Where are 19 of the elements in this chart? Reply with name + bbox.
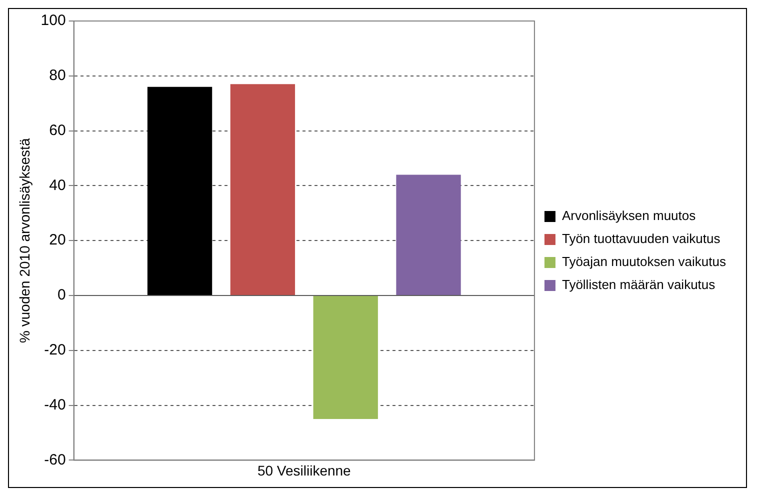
bar [230, 84, 296, 295]
y-tick-label: 60 [49, 122, 66, 139]
legend-label: Arvonlisäyksen muutos [562, 208, 696, 224]
y-tick-label: 80 [49, 67, 66, 84]
bar [313, 296, 378, 420]
y-tick-label: 20 [49, 232, 66, 249]
y-tick-label: -40 [44, 396, 66, 414]
y-tick-label: 40 [49, 176, 66, 194]
bar [396, 174, 461, 295]
y-tick-label: 0 [57, 286, 66, 304]
bar [147, 86, 212, 295]
legend-label: Työajan muutoksen vaikutus [562, 254, 726, 270]
y-tick-label: -60 [44, 451, 66, 468]
legend-label: Työllisten määrän vaikutus [562, 277, 716, 292]
y-tick-label: 100 [40, 12, 66, 30]
legend-label: Työn tuottavuuden vaikutus [562, 231, 721, 246]
x-tick-label: 50 Vesiliikenne [257, 462, 352, 478]
y-axis-title: % vuoden 2010 arvonlisäyksestä [16, 138, 32, 343]
y-tick-label: -20 [44, 342, 66, 359]
